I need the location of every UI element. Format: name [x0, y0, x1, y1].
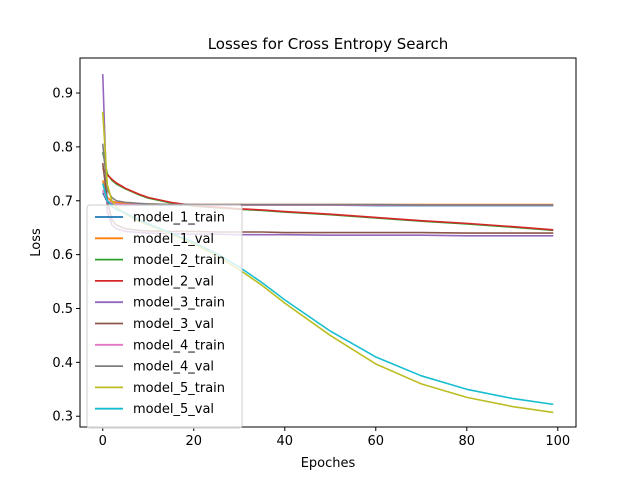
series-line-model_1_val [101, 180, 554, 206]
legend-box [86, 204, 243, 429]
legend-label-model_4_val: model_4_val [133, 360, 214, 375]
x-tick-label: 100 [545, 434, 570, 449]
x-tick-label: 20 [185, 434, 202, 449]
series-line-model_4_val [101, 143, 554, 206]
legend-label-model_3_val: model_3_val [133, 317, 214, 332]
y-tick-label: 0.8 [52, 140, 73, 155]
x-tick-label: 0 [99, 434, 107, 449]
x-axis-title: Epoches [301, 456, 356, 471]
legend-label-model_5_val: model_5_val [133, 402, 214, 417]
x-axis: 0 20 40 60 80 100 [99, 427, 570, 449]
chart-title: Losses for Cross Entropy Search [208, 35, 449, 53]
legend-label-model_1_train: model_1_train [133, 211, 225, 226]
y-tick-label: 0.9 [52, 87, 73, 102]
series-line-model_1_train [102, 192, 554, 207]
y-axis-title: Loss [29, 228, 44, 257]
y-tick-label: 0.3 [52, 410, 73, 425]
x-tick-label: 40 [276, 434, 293, 449]
legend-label-model_2_train: model_2_train [133, 253, 225, 268]
x-tick-label: 60 [368, 434, 385, 449]
y-tick-label: 0.7 [52, 194, 73, 209]
y-tick-label: 0.6 [52, 248, 73, 263]
y-tick-label: 0.4 [52, 356, 73, 371]
legend-label-model_5_train: model_5_train [133, 381, 225, 396]
y-axis: 0.3 0.4 0.5 0.6 0.7 0.8 0.9 [52, 87, 80, 425]
legend-label-model_3_train: model_3_train [133, 296, 225, 311]
plot-frame [79, 57, 577, 428]
y-tick-label: 0.5 [52, 302, 73, 317]
legend-label-model_4_train: model_4_train [133, 338, 225, 353]
x-tick-label: 80 [459, 434, 476, 449]
legend-label-model_1_val: model_1_val [133, 232, 214, 247]
legend-label-model_2_val: model_2_val [133, 274, 214, 289]
legend: model_1_train model_1_val model_2_trainmod… [86, 204, 243, 429]
